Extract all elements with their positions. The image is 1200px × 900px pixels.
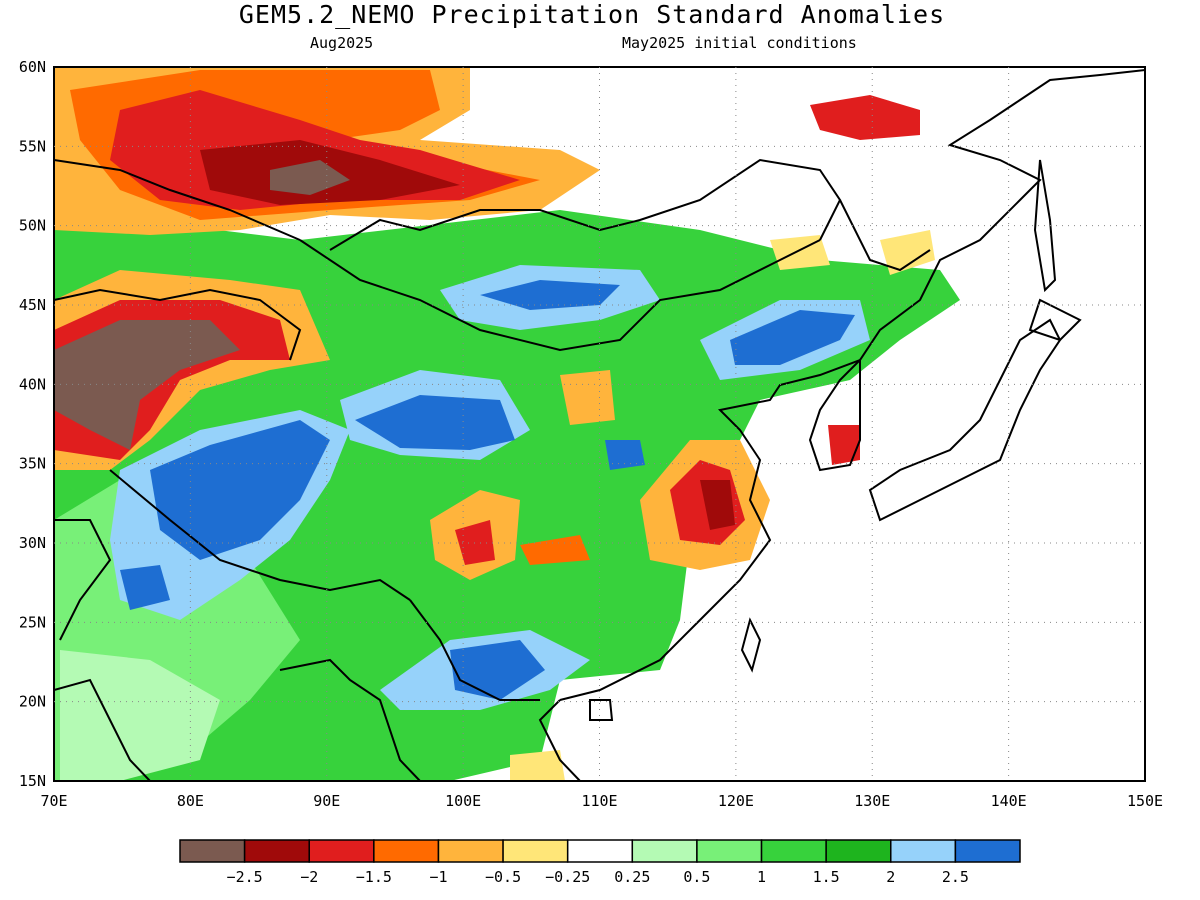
border-china-mongolia <box>299 239 821 352</box>
legend-label: −1.5 <box>356 868 392 886</box>
anomaly-field-brown-west <box>54 320 240 450</box>
anomaly-field-brown-north <box>270 160 350 195</box>
legend-label: −0.5 <box>485 868 521 886</box>
legend-swatch <box>890 839 957 863</box>
legend-swatch <box>696 839 763 863</box>
legend-swatch <box>179 839 246 863</box>
legend-label: −0.25 <box>545 868 590 886</box>
lon-tick-label: 90E <box>313 792 340 810</box>
anomaly-field-yellow-hainan <box>510 750 565 781</box>
border-kazakhstan <box>54 159 301 241</box>
valid-month: Aug2025 <box>310 34 374 52</box>
coastline-bay-bengal <box>279 658 421 781</box>
coastlines-borders <box>54 69 1145 781</box>
anomaly-field-blue-mongolia <box>480 280 620 310</box>
coastline-india <box>54 678 151 781</box>
border-northeast <box>839 199 931 272</box>
legend-label: 1.5 <box>813 868 840 886</box>
lon-tick-label: 140E <box>991 792 1027 810</box>
legend-label: 2.5 <box>942 868 969 886</box>
lat-tick-label: 60N <box>19 58 46 76</box>
map-title: GEM5.2_NEMO Precipitation Standard Anoma… <box>238 0 946 29</box>
lat-tick-label: 20N <box>19 693 46 711</box>
lon-tick-label: 100E <box>445 792 481 810</box>
anomaly-field-blue-yunnan <box>450 640 545 700</box>
border-china-russia <box>329 158 842 251</box>
color-legend: −2.5 −2 −1.5 −1 −0.5 −0.25 0.25 0.5 1 1.5 2 2.5 <box>179 839 1021 886</box>
anomaly-field-blue-westtibet <box>120 565 170 610</box>
lat-tick-label: 15N <box>19 772 46 790</box>
coastline-hainan <box>589 699 614 721</box>
initial-conditions: May2025 initial conditions <box>622 34 857 52</box>
border-himalaya <box>109 469 411 601</box>
coastline-sakhalin <box>1033 159 1057 293</box>
lat-tick-label: 50N <box>19 217 46 235</box>
lat-tick-label: 45N <box>19 296 46 314</box>
legend-label: 1 <box>757 868 766 886</box>
anomaly-field-yellow-northeast <box>770 235 830 270</box>
lon-tick-label: 130E <box>854 792 890 810</box>
legend-swatch <box>954 839 1021 863</box>
lat-tick-label: 55N <box>19 137 46 155</box>
lon-tick-label: 110E <box>581 792 617 810</box>
legend-swatch <box>760 839 827 863</box>
lon-tick-label: 120E <box>718 792 754 810</box>
anomaly-field-lightgreen-south <box>60 650 220 781</box>
lon-tick-label: 80E <box>177 792 204 810</box>
legend-label: 0.5 <box>683 868 710 886</box>
lon-tick-label: 70E <box>40 792 67 810</box>
anomaly-field-red-northeast <box>810 95 920 140</box>
coastline-hokkaido <box>1028 298 1082 342</box>
lat-tick-label: 40N <box>19 375 46 393</box>
border-central-asia <box>54 288 302 361</box>
lat-tick-label: 25N <box>19 613 46 631</box>
coastline-indochina <box>538 699 581 781</box>
legend-label: −1 <box>429 868 447 886</box>
legend-swatch <box>437 839 504 863</box>
lon-tick-label: 150E <box>1127 792 1163 810</box>
anomaly-field-orange-shanxi <box>560 370 615 425</box>
border-india-pakistan <box>54 519 112 641</box>
legend-swatch <box>308 839 375 863</box>
coastline-korea <box>808 357 861 472</box>
coastline-taiwan <box>740 617 762 673</box>
coastline-japan <box>868 318 1062 522</box>
legend-label: −2 <box>300 868 318 886</box>
latitude-ticks: 60N 55N 50N 45N 40N 35N 30N 25N 20N 15N <box>19 58 46 790</box>
legend-swatch <box>566 839 634 863</box>
legend-swatch <box>243 839 310 863</box>
anomaly-field-red-korea <box>828 425 860 465</box>
anomaly-field-blue-innermongolia <box>730 310 855 365</box>
legend-swatch <box>825 839 892 863</box>
gridlines <box>54 67 1145 781</box>
lat-tick-label: 30N <box>19 534 46 552</box>
legend-swatch <box>373 839 440 863</box>
anomaly-field-blue-qinghai <box>355 395 515 450</box>
lat-tick-label: 35N <box>19 455 46 473</box>
anomaly-field-orange-guizhou <box>520 535 590 565</box>
legend-swatch <box>631 839 698 863</box>
legend-swatch <box>502 839 569 863</box>
anomaly-field-blue-sichuan <box>605 440 645 470</box>
legend-label: 2 <box>886 868 895 886</box>
anomaly-fields <box>54 67 960 781</box>
longitude-ticks: 70E 80E 90E 100E 110E 120E 130E 140E 150E <box>40 792 1163 810</box>
border-south-asia <box>409 599 540 701</box>
anomaly-field-yellow-manchuria <box>880 230 935 275</box>
anomaly-field-blue-tibet <box>150 420 330 560</box>
legend-label: 0.25 <box>614 868 650 886</box>
legend-label: −2.5 <box>227 868 263 886</box>
anomaly-field-darkred-east <box>700 480 735 530</box>
